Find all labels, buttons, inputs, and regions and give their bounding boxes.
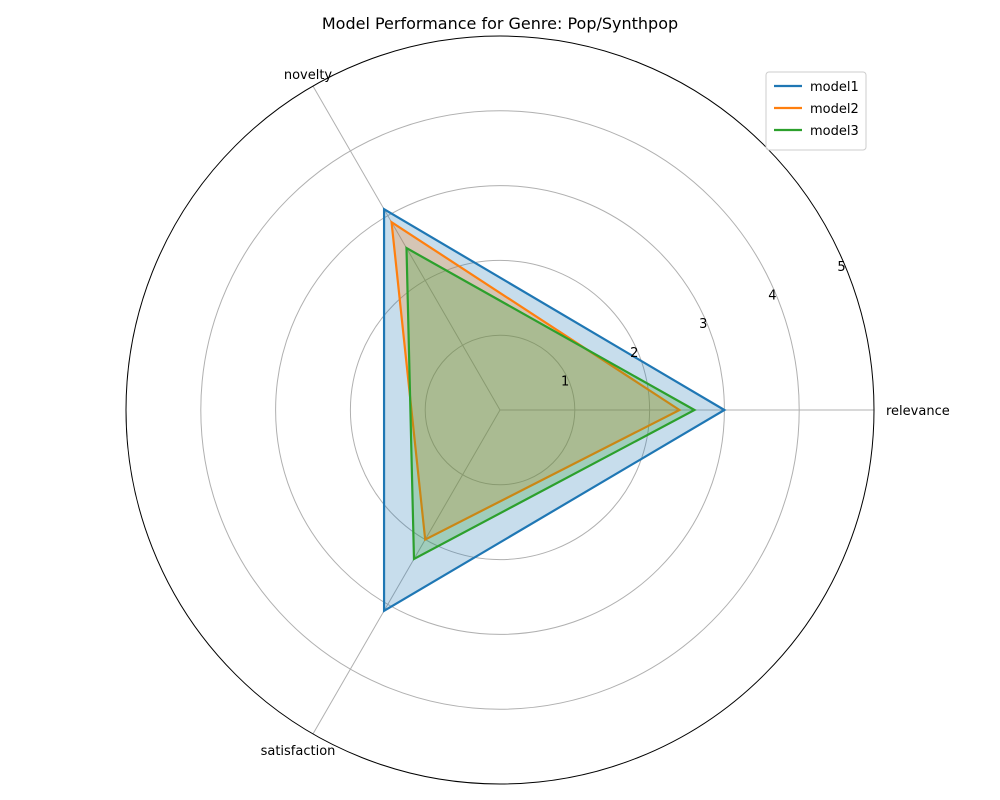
series-fill-model1 [384, 209, 725, 611]
radial-tick-label: 2 [630, 346, 638, 361]
grid-ring [349, 259, 651, 561]
chart-title: Model Performance for Genre: Pop/Synthpo… [322, 14, 678, 33]
radial-tick-label: 3 [699, 317, 707, 332]
axis-label-novelty: novelty [284, 68, 333, 83]
outer-ring [125, 35, 875, 785]
series-line-model2 [390, 219, 682, 542]
radial-tick-label: 5 [837, 260, 845, 275]
grid-ring [424, 334, 576, 486]
legend-label-model1: model1 [810, 80, 859, 95]
grid-ring [200, 110, 800, 710]
series-fill-model2 [391, 222, 680, 540]
labels: 1 2 3 4 5 relevance novelty satisfaction [261, 68, 950, 759]
series-layer [382, 207, 727, 613]
series-line-model1 [382, 207, 727, 613]
series-line-model3 [405, 246, 697, 561]
radial-tick-label: 1 [561, 374, 569, 389]
legend-label-model2: model2 [810, 102, 859, 117]
legend-label-model3: model3 [810, 124, 859, 139]
axis-label-relevance: relevance [886, 404, 950, 419]
series-fill-model3 [406, 248, 695, 559]
legend: model1 model2 model3 [765, 71, 867, 151]
axis-label-satisfaction: satisfaction [261, 744, 336, 759]
spoke-satisfaction [312, 409, 501, 735]
radial-tick-label: 4 [768, 289, 776, 304]
